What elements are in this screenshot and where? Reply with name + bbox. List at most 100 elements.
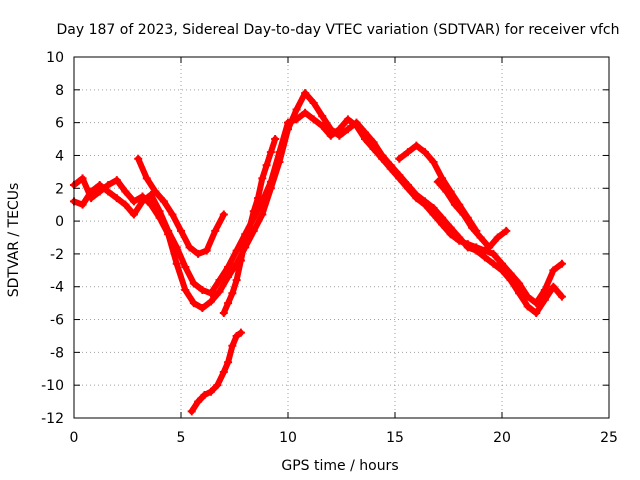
data-point	[493, 233, 502, 242]
data-point	[480, 246, 489, 255]
data-point	[266, 148, 275, 157]
data-point	[224, 358, 233, 367]
data-point	[202, 246, 211, 255]
data-point	[326, 131, 335, 140]
x-ticks: 0 5 10 15 20 25	[70, 57, 618, 446]
data-point	[187, 407, 196, 416]
y-tick-label: 0	[55, 214, 64, 230]
data-point	[215, 276, 224, 285]
data-point	[395, 154, 404, 163]
data-point	[463, 240, 472, 249]
y-tick-label: 10	[46, 50, 64, 66]
plot-frame	[73, 56, 610, 419]
data-point	[224, 272, 233, 281]
data-point	[236, 328, 245, 337]
series-track-5	[188, 329, 244, 415]
x-tick-label: 5	[177, 430, 186, 446]
data-point	[459, 210, 468, 219]
data-point	[78, 200, 87, 209]
data-point	[549, 282, 558, 291]
data-point	[318, 121, 327, 130]
data-point	[420, 200, 429, 209]
data-point	[213, 381, 222, 390]
data-point	[138, 197, 147, 206]
data-point	[206, 297, 215, 306]
y-axis-label: SDTVAR / TECUs	[6, 183, 22, 298]
grid	[74, 57, 609, 418]
data-point	[112, 194, 121, 203]
data-point	[472, 243, 481, 252]
y-ticks: -12 -10 -8 -6 -4 -2 0 2 4 6 8 10	[41, 50, 609, 427]
data-point	[301, 108, 310, 117]
data-point	[318, 112, 327, 121]
data-point	[429, 158, 438, 167]
data-point	[485, 243, 494, 252]
data-point	[446, 230, 455, 239]
data-point	[502, 226, 511, 235]
data-point	[254, 194, 263, 203]
data-point	[532, 299, 541, 308]
data-point	[219, 210, 228, 219]
data-point	[228, 289, 237, 298]
data-point	[159, 197, 168, 206]
data-point	[369, 144, 378, 153]
data-point	[155, 207, 164, 216]
data-point	[211, 226, 220, 235]
data-point	[523, 292, 532, 301]
data-point	[224, 299, 233, 308]
data-point	[403, 148, 412, 157]
data-point	[206, 387, 215, 396]
data-point	[455, 236, 464, 245]
data-point	[232, 331, 241, 340]
data-point	[219, 308, 228, 317]
data-point	[258, 174, 267, 183]
data-point	[181, 286, 190, 295]
y-tick-label: -4	[50, 280, 64, 296]
data-point	[200, 391, 209, 400]
data-point	[249, 207, 258, 216]
data-point	[540, 286, 549, 295]
data-point	[532, 308, 541, 317]
data-point	[335, 125, 344, 134]
data-point	[450, 200, 459, 209]
data-point	[557, 292, 566, 301]
data-point	[198, 304, 207, 313]
data-point	[262, 161, 271, 170]
data-point	[134, 154, 143, 163]
data-point	[177, 226, 185, 235]
data-point	[181, 263, 190, 272]
data-point	[438, 174, 447, 183]
data-point	[275, 148, 284, 157]
data-point	[420, 148, 429, 157]
data-point	[506, 269, 515, 278]
data-point	[284, 118, 292, 127]
data-point	[151, 187, 160, 196]
data-point	[403, 184, 412, 193]
data-point	[476, 233, 485, 242]
data-point	[412, 194, 421, 203]
data-point	[309, 98, 318, 107]
x-tick-label: 15	[386, 430, 404, 446]
data-point	[129, 210, 138, 219]
data-point	[523, 302, 532, 311]
data-point	[549, 266, 558, 275]
data-point	[557, 259, 566, 268]
data-point	[104, 187, 113, 196]
data-series	[70, 89, 566, 416]
data-point	[206, 289, 215, 298]
data-point	[361, 135, 370, 144]
data-point	[245, 223, 254, 232]
y-tick-label: 4	[55, 148, 64, 164]
data-point	[438, 220, 447, 229]
series-track-1	[71, 90, 565, 316]
data-point	[343, 115, 352, 124]
y-tick-label: -8	[50, 345, 64, 361]
data-point	[386, 164, 395, 173]
y-tick-label: -6	[50, 313, 64, 329]
data-point	[95, 180, 104, 189]
data-point	[429, 210, 438, 219]
data-point	[412, 141, 421, 150]
data-point	[189, 299, 198, 308]
data-point	[172, 243, 181, 252]
